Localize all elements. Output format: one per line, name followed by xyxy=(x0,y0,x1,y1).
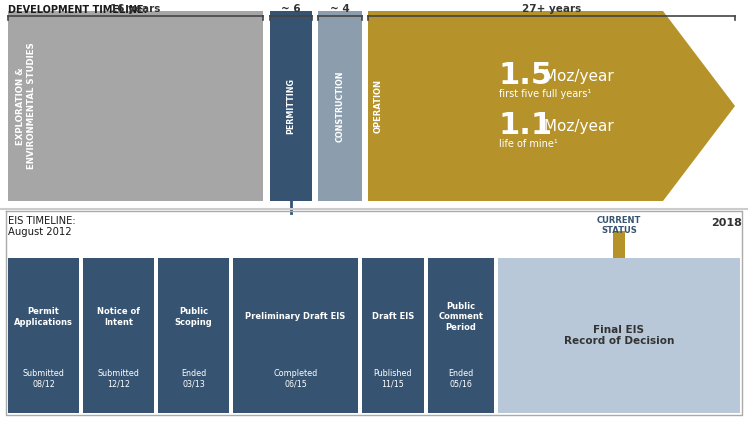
Text: DEVELOPMENT TIMELINE:: DEVELOPMENT TIMELINE: xyxy=(8,5,147,15)
Bar xyxy=(158,258,229,413)
Bar xyxy=(8,11,263,201)
Text: first five full years¹: first five full years¹ xyxy=(499,89,591,99)
Bar xyxy=(83,258,154,413)
Bar xyxy=(362,258,424,413)
Text: 2018: 2018 xyxy=(711,218,742,228)
Bar xyxy=(8,258,79,413)
Text: Ended
03/13: Ended 03/13 xyxy=(181,369,206,389)
Text: Notice of
Intent: Notice of Intent xyxy=(97,307,140,327)
Text: life of mine¹: life of mine¹ xyxy=(499,139,557,149)
Text: 16 years: 16 years xyxy=(110,4,161,14)
Text: Public
Scoping: Public Scoping xyxy=(174,307,212,327)
Text: 27+ years: 27+ years xyxy=(522,4,581,14)
Text: 1.1: 1.1 xyxy=(499,112,553,141)
Text: August 2012: August 2012 xyxy=(8,227,72,237)
Text: Submitted
08/12: Submitted 08/12 xyxy=(22,369,64,389)
Text: EXPLORATION &
ENVIRONMENTAL STUDIES: EXPLORATION & ENVIRONMENTAL STUDIES xyxy=(16,43,36,169)
Text: Draft EIS: Draft EIS xyxy=(372,312,414,321)
Text: Published
11/15: Published 11/15 xyxy=(374,369,412,389)
Bar xyxy=(270,11,312,201)
Text: PERMITTING: PERMITTING xyxy=(286,78,295,134)
Text: CONSTRUCTION: CONSTRUCTION xyxy=(336,70,345,142)
Text: ~ 6: ~ 6 xyxy=(281,4,301,14)
Text: Moz/year: Moz/year xyxy=(539,118,613,133)
Text: ~ 4: ~ 4 xyxy=(330,4,350,14)
Text: Final EIS
Record of Decision: Final EIS Record of Decision xyxy=(564,325,674,346)
Polygon shape xyxy=(608,231,630,278)
Text: 1.5: 1.5 xyxy=(499,61,553,91)
Text: Submitted
12/12: Submitted 12/12 xyxy=(97,369,139,389)
Text: Preliminary Draft EIS: Preliminary Draft EIS xyxy=(245,312,346,321)
Bar xyxy=(233,258,358,413)
Text: Public
Comment
Period: Public Comment Period xyxy=(438,302,483,332)
Polygon shape xyxy=(663,11,735,201)
Text: Completed
06/15: Completed 06/15 xyxy=(273,369,318,389)
Bar xyxy=(498,258,740,413)
Bar xyxy=(368,11,663,201)
Text: OPERATION: OPERATION xyxy=(373,79,382,133)
Text: Ended
05/16: Ended 05/16 xyxy=(448,369,473,389)
Text: Permit
Applications: Permit Applications xyxy=(14,307,73,327)
Text: CURRENT
STATUS: CURRENT STATUS xyxy=(597,216,641,235)
Bar xyxy=(318,11,362,201)
Bar xyxy=(428,258,494,413)
Text: EIS TIMELINE:: EIS TIMELINE: xyxy=(8,216,76,226)
Text: Moz/year: Moz/year xyxy=(539,69,613,83)
